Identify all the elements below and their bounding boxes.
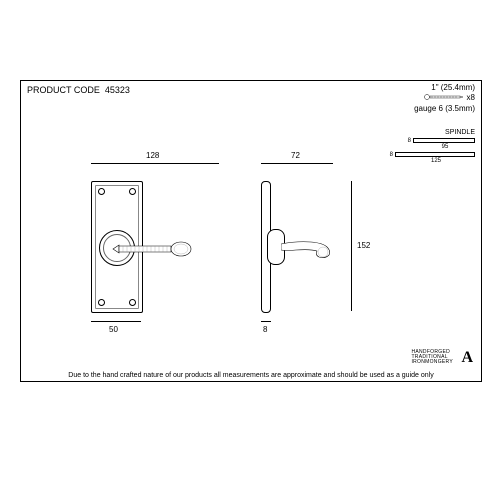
spec-screw-row: x8 bbox=[414, 93, 475, 103]
screw-icon bbox=[424, 93, 464, 103]
dim-128: 128 bbox=[146, 151, 159, 160]
side-view bbox=[261, 181, 271, 313]
dim-line-72 bbox=[261, 163, 333, 164]
spindle2-h: 8 bbox=[390, 152, 393, 158]
screw-hole bbox=[98, 188, 105, 195]
spindle1-dim: 95 bbox=[415, 144, 475, 150]
specs-block: 1" (25.4mm) x8 gauge 6 (3.5mm) bbox=[414, 83, 475, 114]
lever-front bbox=[111, 241, 186, 253]
screw-hole bbox=[129, 188, 136, 195]
spindle-label: SPINDLE bbox=[390, 129, 475, 136]
brand-text: HANDFORGED TRADITIONAL IRONMONGERY bbox=[411, 350, 453, 365]
dim-50: 50 bbox=[109, 325, 118, 334]
dim-152: 152 bbox=[357, 241, 370, 250]
dim-8: 8 bbox=[263, 325, 267, 334]
drawing-area: 128 72 152 bbox=[51, 171, 451, 341]
screw-hole bbox=[98, 299, 105, 306]
lever-side bbox=[281, 237, 341, 264]
dim-72: 72 bbox=[291, 151, 300, 160]
dim-line-128 bbox=[91, 163, 219, 164]
screw-hole bbox=[129, 299, 136, 306]
footer-note: Due to the hand crafted nature of our pr… bbox=[21, 372, 481, 379]
spec-size: 1" (25.4mm) bbox=[414, 83, 475, 93]
spindle-bar-1 bbox=[413, 138, 475, 143]
spindle2-dim: 125 bbox=[397, 158, 475, 164]
drawing-sheet: PRODUCT CODE 45323 1" (25.4mm) x8 gauge … bbox=[20, 80, 482, 382]
spec-qty: x8 bbox=[467, 93, 475, 102]
spindle-bar-2 bbox=[395, 152, 475, 157]
page: PRODUCT CODE 45323 1" (25.4mm) x8 gauge … bbox=[0, 0, 500, 500]
product-code: PRODUCT CODE 45323 bbox=[27, 85, 130, 95]
dim-line-50 bbox=[91, 321, 141, 322]
dim-line-152 bbox=[351, 181, 352, 311]
front-view bbox=[91, 181, 143, 313]
brand-logo: A bbox=[461, 349, 473, 367]
spec-gauge: gauge 6 (3.5mm) bbox=[414, 104, 475, 114]
brand-line3: IRONMONGERY bbox=[411, 360, 453, 365]
spindle1-h: 8 bbox=[408, 138, 411, 144]
dim-line-8 bbox=[261, 321, 271, 322]
spindle-block: SPINDLE 8 95 8 125 bbox=[390, 129, 475, 164]
product-code-value: 45323 bbox=[105, 85, 130, 95]
product-code-label: PRODUCT CODE bbox=[27, 85, 100, 95]
